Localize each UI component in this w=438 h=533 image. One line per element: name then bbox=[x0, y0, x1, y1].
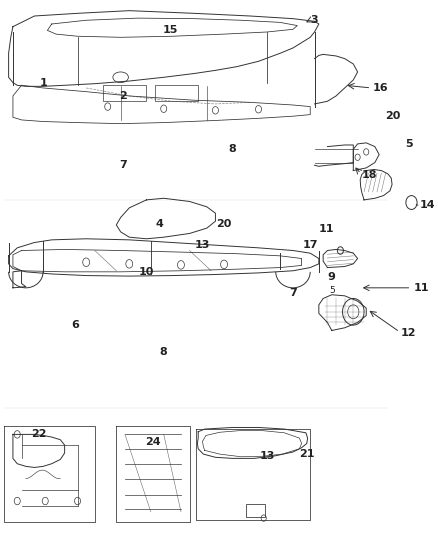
Circle shape bbox=[406, 196, 417, 209]
Text: 22: 22 bbox=[31, 430, 46, 439]
Text: 11: 11 bbox=[319, 224, 334, 234]
Text: 7: 7 bbox=[119, 160, 127, 170]
Text: 10: 10 bbox=[139, 267, 154, 277]
Text: 8: 8 bbox=[229, 144, 237, 154]
Text: 16: 16 bbox=[373, 83, 389, 93]
Text: 7: 7 bbox=[289, 288, 297, 298]
Text: 9: 9 bbox=[328, 272, 336, 282]
Text: 13: 13 bbox=[259, 451, 275, 461]
Text: 14: 14 bbox=[420, 200, 436, 210]
Text: 4: 4 bbox=[155, 219, 163, 229]
Text: 5: 5 bbox=[405, 139, 413, 149]
Text: 5: 5 bbox=[329, 286, 335, 295]
Text: 20: 20 bbox=[385, 111, 401, 121]
Text: 17: 17 bbox=[303, 240, 318, 250]
Text: 3: 3 bbox=[310, 15, 318, 25]
Text: 6: 6 bbox=[71, 320, 79, 330]
Text: 13: 13 bbox=[195, 240, 210, 250]
Text: 20: 20 bbox=[216, 219, 232, 229]
Bar bbox=[246, 504, 265, 517]
Text: 21: 21 bbox=[300, 449, 315, 459]
Text: 18: 18 bbox=[362, 170, 378, 180]
Text: 8: 8 bbox=[160, 347, 168, 357]
Text: 12: 12 bbox=[401, 328, 416, 338]
Text: 11: 11 bbox=[413, 283, 429, 293]
Text: 15: 15 bbox=[162, 25, 178, 35]
Text: 24: 24 bbox=[145, 438, 161, 447]
Text: 2: 2 bbox=[119, 91, 127, 101]
Text: 1: 1 bbox=[39, 78, 47, 87]
